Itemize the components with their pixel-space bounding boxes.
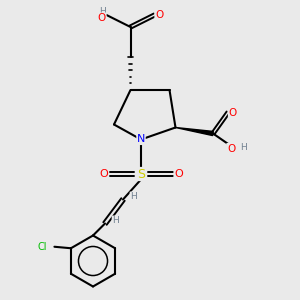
Text: O: O [99,169,108,179]
Text: S: S [137,167,145,181]
Text: H: H [130,192,137,201]
Text: O: O [227,143,235,154]
Text: Cl: Cl [38,242,47,252]
Polygon shape [176,128,213,136]
Text: O: O [98,13,106,23]
Text: O: O [228,107,237,118]
Text: O: O [155,10,163,20]
Text: O: O [174,169,183,179]
Text: N: N [137,134,145,145]
Text: H: H [99,8,105,16]
Text: H: H [240,142,247,152]
Text: H: H [112,216,119,225]
